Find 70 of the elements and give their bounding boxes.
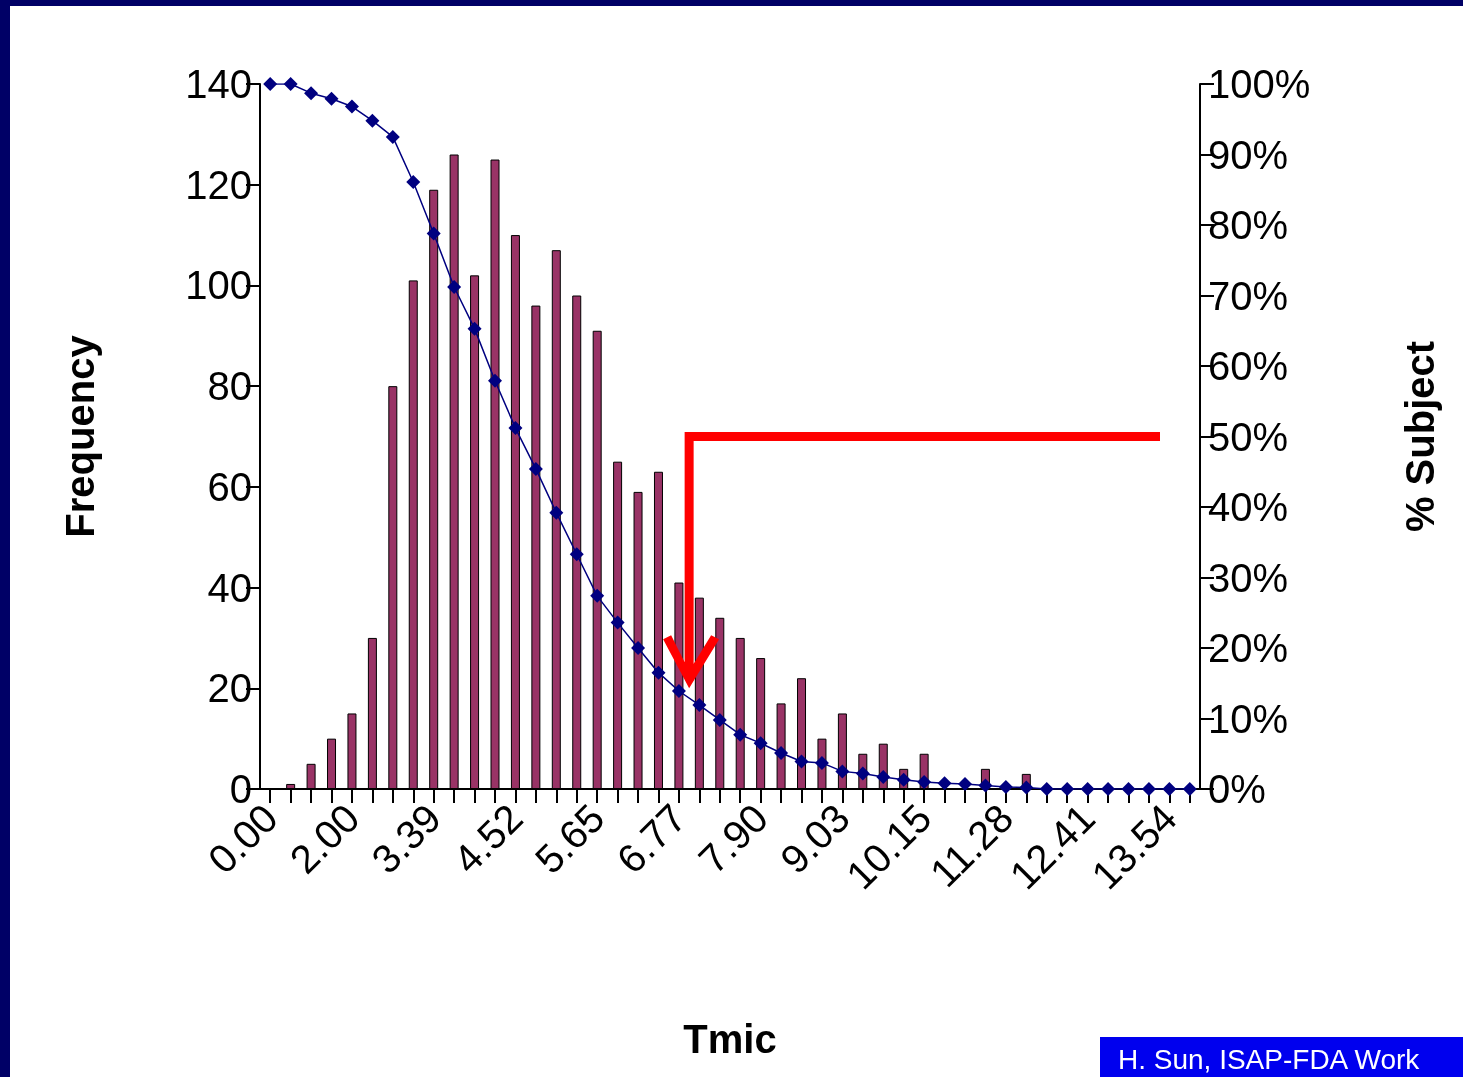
y2-tick-label: 0%: [1208, 767, 1266, 811]
point: [733, 727, 748, 742]
point: [1060, 782, 1075, 796]
point: [1121, 782, 1136, 796]
point: [263, 77, 278, 91]
y2-tick-label: 20%: [1208, 626, 1289, 670]
point: [835, 764, 850, 779]
y-tick-label: 100: [185, 263, 252, 308]
point: [1080, 782, 1095, 796]
point: [1039, 782, 1054, 796]
y2-tick-label: 100%: [1208, 62, 1311, 106]
point: [978, 778, 993, 793]
point: [1182, 782, 1197, 796]
y2-tick-label: 60%: [1208, 344, 1289, 388]
y2-tick-label: 40%: [1208, 485, 1289, 529]
y2-tick-label: 80%: [1208, 203, 1289, 247]
y-axis-title: Frequency: [58, 334, 102, 538]
point: [508, 421, 523, 436]
y2-tick-label: 50%: [1208, 414, 1289, 459]
point: [692, 698, 707, 713]
point: [1101, 782, 1116, 796]
point: [631, 641, 646, 655]
point: [998, 779, 1013, 794]
point: [917, 774, 932, 789]
point: [671, 684, 686, 699]
point: [794, 754, 809, 769]
point: [896, 772, 911, 787]
y-tick-label: 80: [207, 364, 252, 409]
point: [1019, 780, 1034, 795]
point: [753, 736, 768, 751]
point: [814, 755, 829, 770]
x-axis-title: Tmic: [683, 1017, 777, 1061]
point: [958, 777, 972, 792]
point: [1141, 782, 1156, 796]
point: [549, 505, 564, 520]
point: [610, 615, 625, 630]
point: [283, 77, 298, 91]
point: [651, 665, 666, 680]
point: [855, 766, 870, 781]
point: [447, 280, 462, 295]
y2-tick-label: 30%: [1208, 555, 1289, 600]
point: [304, 86, 319, 101]
y-tick-label: 60: [207, 464, 252, 509]
point: [712, 712, 727, 727]
y2-tick-label: 90%: [1208, 132, 1289, 177]
point: [467, 321, 482, 336]
y2-tick-label: 10%: [1208, 696, 1289, 741]
text: H. Sun, ISAP-FDA Work: [1118, 1043, 1421, 1075]
point: [324, 91, 339, 106]
point: [876, 770, 891, 785]
x-tick-label: 7.90: [690, 795, 777, 882]
point: [365, 113, 380, 128]
point: [426, 226, 441, 241]
point: [488, 373, 502, 388]
point: [528, 461, 543, 476]
y-tick-label: 140: [185, 62, 252, 106]
y-tick-label: 0: [229, 767, 252, 811]
y2-axis-title: % Subject: [1398, 340, 1442, 533]
y2-tick-label: 70%: [1208, 273, 1289, 318]
point: [406, 174, 421, 189]
point: [385, 129, 400, 144]
y-tick-label: 40: [207, 565, 252, 610]
point: [344, 99, 359, 114]
point: [937, 776, 952, 791]
point: [590, 588, 605, 603]
y-tick-label: 20: [207, 666, 252, 711]
point: [569, 547, 584, 562]
y-tick-label: 120: [185, 162, 252, 207]
point: [774, 746, 789, 761]
point: [1162, 782, 1177, 796]
